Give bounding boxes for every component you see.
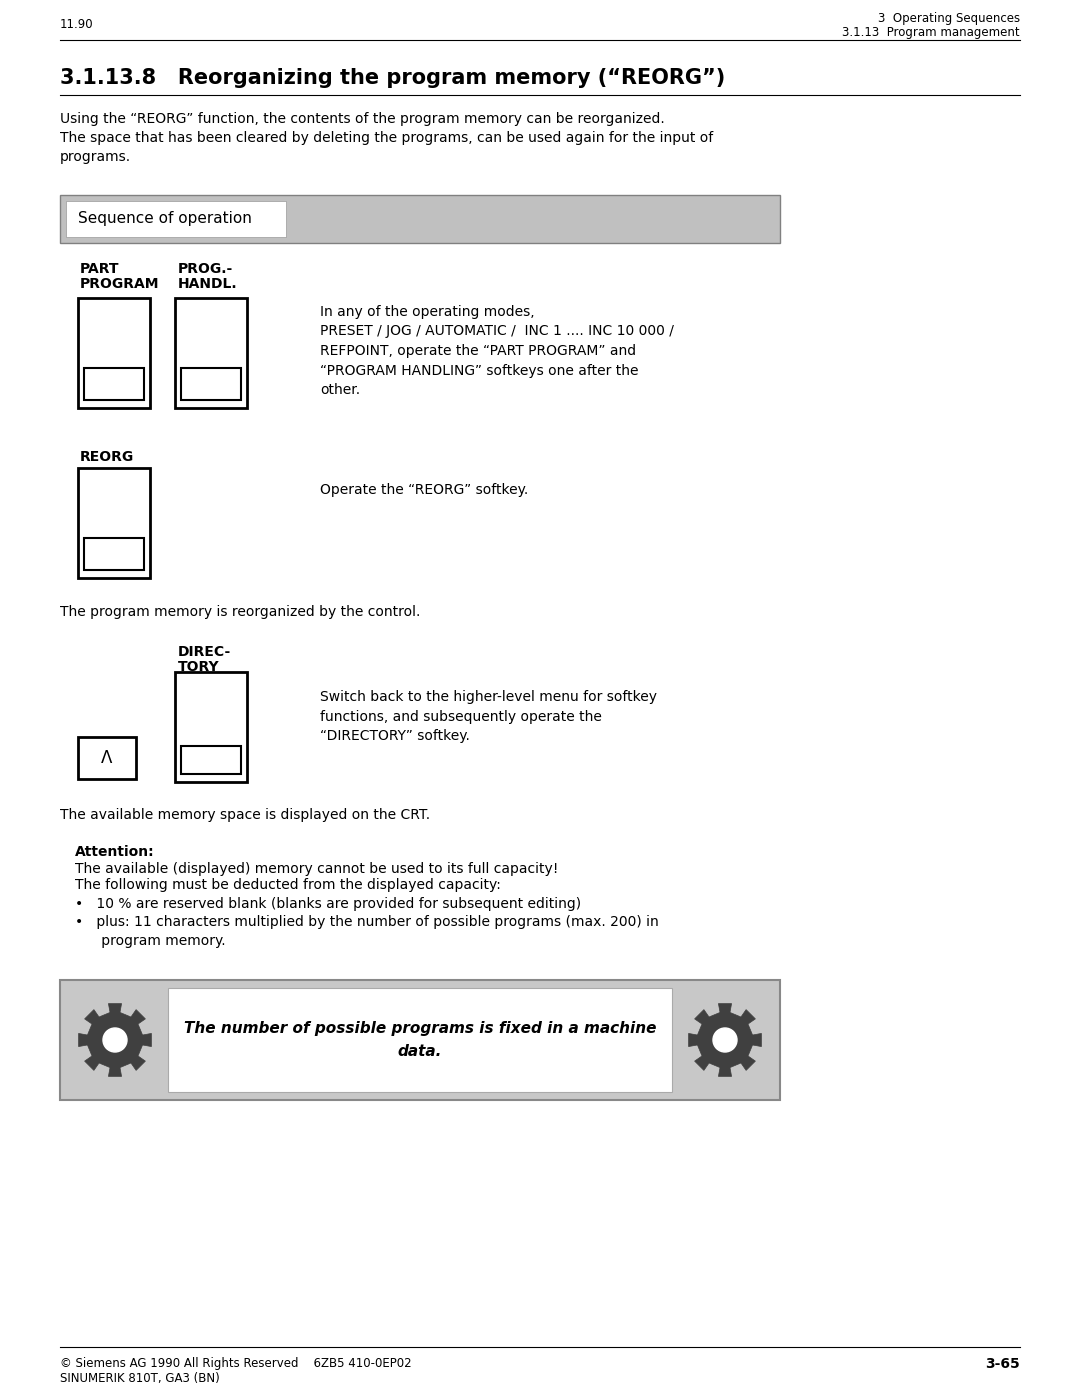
Bar: [175, 672, 247, 782]
Bar: [181, 367, 241, 400]
Text: REORG: REORG: [80, 450, 134, 464]
Text: Using the “REORG” function, the contents of the program memory can be reorganize: Using the “REORG” function, the contents…: [60, 112, 713, 163]
Text: The program memory is reorganized by the control.: The program memory is reorganized by the…: [60, 605, 420, 619]
Text: SINUMERIK 810T, GA3 (BN): SINUMERIK 810T, GA3 (BN): [60, 1372, 219, 1384]
Text: Λ: Λ: [102, 749, 112, 767]
Text: The available memory space is displayed on the CRT.: The available memory space is displayed …: [60, 807, 430, 821]
Text: The following must be deducted from the displayed capacity:: The following must be deducted from the …: [75, 877, 501, 893]
Bar: [66, 201, 286, 237]
Text: PROG.-: PROG.-: [178, 263, 233, 277]
Text: The available (displayed) memory cannot be used to its full capacity!: The available (displayed) memory cannot …: [75, 862, 558, 876]
Text: HANDL.: HANDL.: [178, 277, 238, 291]
Text: •   10 % are reserved blank (blanks are provided for subsequent editing): • 10 % are reserved blank (blanks are pr…: [75, 897, 581, 911]
Text: Operate the “REORG” softkey.: Operate the “REORG” softkey.: [320, 483, 528, 497]
Text: 3.1.13.8   Reorganizing the program memory (“REORG”): 3.1.13.8 Reorganizing the program memory…: [60, 68, 726, 88]
Text: The number of possible programs is fixed in a machine
data.: The number of possible programs is fixed…: [184, 1021, 657, 1059]
Bar: [181, 746, 241, 774]
Bar: [175, 298, 247, 408]
Text: 11.90: 11.90: [60, 18, 94, 31]
Polygon shape: [689, 1003, 761, 1077]
Bar: [84, 538, 144, 570]
Bar: [78, 738, 136, 780]
Text: Switch back to the higher-level menu for softkey
functions, and subsequently ope: Switch back to the higher-level menu for…: [320, 690, 657, 743]
Circle shape: [713, 1028, 737, 1052]
Text: •   plus: 11 characters multiplied by the number of possible programs (max. 200): • plus: 11 characters multiplied by the …: [75, 915, 659, 949]
Bar: [60, 196, 780, 243]
Text: © Siemens AG 1990 All Rights Reserved    6ZB5 410-0EP02: © Siemens AG 1990 All Rights Reserved 6Z…: [60, 1356, 411, 1370]
Text: DIREC-: DIREC-: [178, 645, 231, 659]
Bar: [78, 298, 150, 408]
Text: Attention:: Attention:: [75, 845, 154, 859]
Polygon shape: [79, 1003, 151, 1077]
Text: 3-65: 3-65: [985, 1356, 1020, 1370]
Bar: [168, 988, 672, 1092]
Text: PART: PART: [80, 263, 120, 277]
Bar: [60, 981, 780, 1099]
Text: 3.1.13  Program management: 3.1.13 Program management: [842, 27, 1020, 39]
Text: Sequence of operation: Sequence of operation: [78, 211, 252, 226]
Bar: [84, 367, 144, 400]
Bar: [78, 468, 150, 578]
Text: TORY: TORY: [178, 659, 219, 673]
Text: PROGRAM: PROGRAM: [80, 277, 160, 291]
Text: In any of the operating modes,
PRESET / JOG / AUTOMATIC /  INC 1 .... INC 10 000: In any of the operating modes, PRESET / …: [320, 305, 674, 397]
Circle shape: [103, 1028, 127, 1052]
Text: 3  Operating Sequences: 3 Operating Sequences: [878, 13, 1020, 25]
